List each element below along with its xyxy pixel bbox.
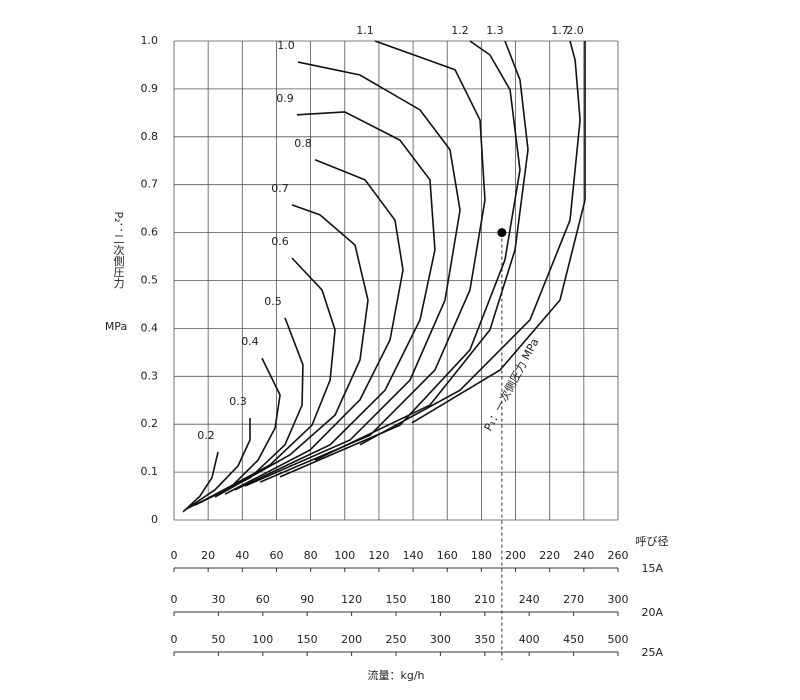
curve-label: 1.2 — [451, 24, 469, 37]
curve-label: 0.6 — [271, 235, 289, 248]
x-tick-label: 160 — [437, 549, 458, 562]
curve-label: 1.1 — [356, 24, 374, 37]
x-tick-label: 240 — [573, 549, 594, 562]
x-tick-label: 20 — [201, 549, 215, 562]
x-tick-label: 0 — [171, 549, 178, 562]
x-tick-label: 0 — [171, 593, 178, 606]
y-tick-label: 0.5 — [141, 274, 159, 287]
curve — [184, 417, 251, 511]
x-tick-label: 120 — [368, 549, 389, 562]
curve — [244, 61, 461, 487]
x-tick-label: 100 — [334, 549, 355, 562]
curve-label: 0.9 — [276, 92, 294, 105]
curve — [224, 159, 404, 495]
x-tick-label: 400 — [519, 633, 540, 646]
x-tick-label: 180 — [430, 593, 451, 606]
y-tick-label: 0 — [151, 513, 158, 526]
x-tick-label: 140 — [403, 549, 424, 562]
y-axis-label: P₂：二次側圧力 — [112, 211, 125, 288]
x-tick-label: 150 — [297, 633, 318, 646]
curve-label: 0.5 — [264, 295, 282, 308]
x-tick-label: 0 — [171, 633, 178, 646]
x-tick-label: 220 — [539, 549, 560, 562]
x-tick-label: 200 — [505, 549, 526, 562]
size-label: 呼び径 — [636, 535, 669, 548]
curve — [411, 41, 586, 424]
curve-label: 2.0 — [566, 24, 584, 37]
curve — [359, 40, 581, 446]
x-tick-label: 150 — [386, 593, 407, 606]
y-tick-label: 0.6 — [141, 226, 159, 239]
curve-label: 1.0 — [277, 39, 295, 52]
x-axis-name: 15A — [641, 562, 663, 575]
x-axis-name: 20A — [641, 606, 663, 619]
point — [497, 228, 507, 238]
x-tick-label: 120 — [341, 593, 362, 606]
x-axis-label: 流量：kg/h — [367, 668, 424, 682]
x-tick-label: 350 — [474, 633, 495, 646]
y-tick-label: 0.7 — [141, 178, 159, 191]
curve-label: 1.3 — [486, 24, 504, 37]
y-tick-label: 0.4 — [141, 321, 159, 334]
curve — [182, 451, 219, 513]
x-axis-name: 25A — [641, 646, 663, 659]
x-tick-label: 60 — [269, 549, 283, 562]
y-tick-label: 1.0 — [141, 34, 159, 47]
curve-label: 0.2 — [197, 429, 215, 442]
x-tick-label: 30 — [211, 593, 225, 606]
x-tick-label: 270 — [563, 593, 584, 606]
x-tick-label: 500 — [608, 633, 629, 646]
curve — [204, 257, 336, 501]
y-tick-label: 0.2 — [141, 417, 159, 430]
curve-label: 0.7 — [271, 182, 289, 195]
curve — [279, 40, 521, 478]
x-tick-label: 250 — [386, 633, 407, 646]
y-tick-label: 0.8 — [141, 130, 159, 143]
x-tick-label: 300 — [430, 633, 451, 646]
x-tick-label: 260 — [608, 549, 629, 562]
x-tick-label: 60 — [256, 593, 270, 606]
y-tick-label: 0.9 — [141, 82, 159, 95]
x-tick-label: 100 — [252, 633, 273, 646]
x-tick-label: 180 — [471, 549, 492, 562]
curve-label: 0.3 — [229, 395, 247, 408]
x-tick-label: 200 — [341, 633, 362, 646]
curve-label: 0.8 — [294, 137, 312, 150]
y-axis-unit: MPa — [105, 320, 127, 333]
x-tick-label: 210 — [474, 593, 495, 606]
x-tick-label: 300 — [608, 593, 629, 606]
x-tick-label: 80 — [304, 549, 318, 562]
curve-label: 0.4 — [241, 335, 259, 348]
curve-label: 1.7 — [551, 24, 569, 37]
curve — [214, 204, 369, 498]
curve — [314, 40, 529, 461]
x-tick-label: 450 — [563, 633, 584, 646]
x-tick-label: 40 — [235, 549, 249, 562]
y-tick-label: 0.3 — [141, 369, 159, 382]
x-tick-label: 90 — [300, 593, 314, 606]
y-tick-label: 0.1 — [141, 465, 159, 478]
x-tick-label: 240 — [519, 593, 540, 606]
curve — [259, 40, 486, 483]
annotation: P₁：一次側圧力 MPa — [481, 336, 542, 433]
curve — [234, 111, 436, 491]
x-tick-label: 50 — [211, 633, 225, 646]
